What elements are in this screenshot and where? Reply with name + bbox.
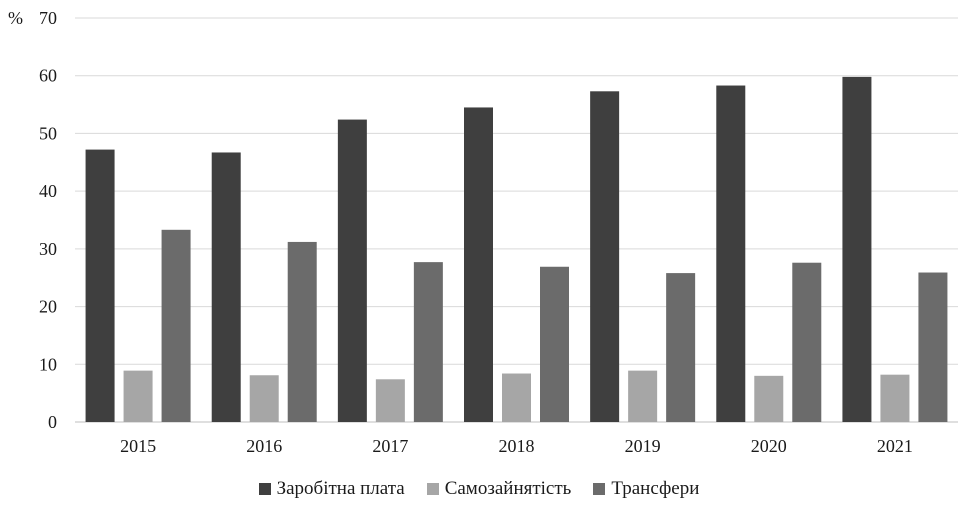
y-tick-label: 0 [48, 412, 57, 432]
legend-label: Трансфери [611, 478, 700, 499]
y-unit-label: % [8, 8, 23, 28]
x-tick-label: 2018 [499, 436, 535, 456]
bar-самозайнятість-2017 [375, 379, 405, 422]
bar-самозайнятість-2019 [628, 370, 658, 422]
legend-swatch [426, 483, 439, 495]
gridlines [75, 17, 958, 423]
y-axis-ticks: 0 10 20 30 40 50 60 70 [39, 8, 57, 432]
x-tick-label: 2015 [120, 436, 156, 456]
bar-трансфери-2020 [792, 262, 822, 422]
legend-label: Самозайнятість [444, 478, 572, 499]
legend-item: Трансфери [593, 478, 699, 500]
bar-заробітна-плата-2021 [842, 76, 872, 423]
y-tick-label: 50 [39, 123, 57, 143]
bar-трансфери-2016 [287, 241, 317, 422]
bar-самозайнятість-2021 [880, 374, 910, 422]
bar-самозайнятість-2016 [249, 375, 279, 422]
x-tick-label: 2019 [625, 436, 661, 456]
bar-самозайнятість-2020 [754, 375, 784, 422]
bar-трансфери-2017 [413, 262, 443, 422]
y-tick-label: 30 [39, 239, 57, 259]
bar-chart: 0 10 20 30 40 50 60 70 2015 2016 2017 2018 2019 2020… [8, 8, 958, 456]
bar-заробітна-плата-2017 [337, 119, 367, 422]
legend-label: Заробітна плата [276, 478, 405, 499]
legend: Заробітна плата Самозайнятість Трансфери [0, 478, 958, 500]
bar-заробітна-плата-2019 [590, 91, 620, 422]
bar-заробітна-плата-2018 [464, 107, 493, 422]
bar-заробітна-плата-2015 [85, 149, 115, 423]
legend-swatch [593, 483, 606, 495]
bar-трансфери-2018 [540, 266, 569, 422]
legend-swatch [258, 483, 271, 495]
bar-трансфери-2015 [161, 229, 191, 422]
y-tick-label: 20 [39, 297, 57, 317]
x-tick-label: 2016 [246, 436, 282, 456]
x-tick-label: 2021 [877, 436, 913, 456]
bar-самозайнятість-2015 [123, 370, 153, 422]
y-tick-label: 10 [39, 354, 57, 374]
legend-item: Заробітна плата [258, 478, 405, 500]
bar-трансфери-2019 [666, 273, 696, 422]
x-axis-ticks: 2015 2016 2017 2018 2019 2020 2021 [120, 436, 913, 456]
x-tick-label: 2020 [751, 436, 787, 456]
bar-заробітна-плата-2020 [716, 85, 746, 423]
y-tick-label: 60 [39, 66, 57, 86]
legend-item: Самозайнятість [426, 478, 572, 500]
x-tick-label: 2017 [372, 436, 408, 456]
y-tick-label: 70 [39, 8, 57, 28]
bar-заробітна-плата-2016 [211, 152, 241, 422]
bars [85, 76, 948, 423]
y-tick-label: 40 [39, 181, 57, 201]
bar-трансфери-2021 [918, 272, 948, 422]
bar-самозайнятість-2018 [502, 373, 531, 422]
